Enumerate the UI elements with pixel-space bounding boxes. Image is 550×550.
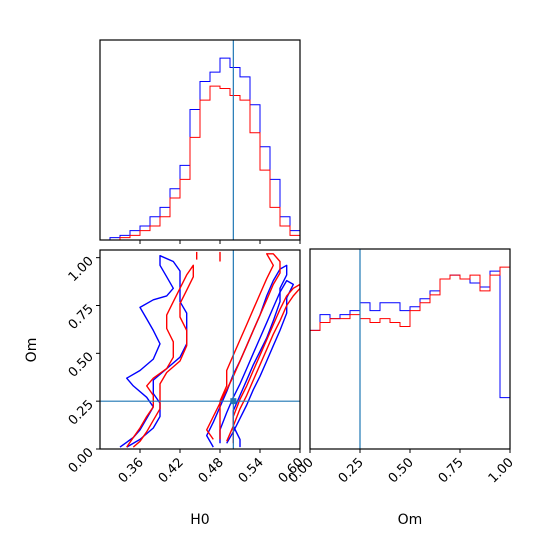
om-red-histogram-series — [310, 266, 510, 449]
h0-histogram-panel — [99, 39, 301, 244]
h0-om-contour-frame — [99, 249, 301, 450]
h0-red-histogram-series — [100, 85, 300, 240]
red-contour-line — [126, 264, 194, 448]
om-hist-x-tick-label: 0.75 — [436, 455, 467, 486]
om-hist-x-tick-label: 0.50 — [386, 455, 417, 486]
x-axis-label-om: Om — [398, 512, 423, 528]
om-blue-histogram-series — [310, 270, 510, 449]
h0-x-tick-label: 0.42 — [156, 455, 187, 486]
om-y-tick-label: 0.25 — [66, 397, 97, 428]
x-axis-label-h0: H0 — [190, 512, 209, 528]
om-y-tick-label: 0.75 — [66, 302, 97, 333]
om-hist-x-tick-label: 1.00 — [486, 455, 517, 486]
blue-contour-line — [119, 255, 188, 448]
om-hist-x-tick-label: 0.25 — [336, 455, 367, 486]
blue-contour-line — [219, 279, 294, 444]
y-axis-label-om: Om — [24, 338, 40, 363]
om-y-tick-label: 1.00 — [66, 254, 97, 285]
red-contour-line — [206, 253, 281, 440]
om-y-tick-label: 0.00 — [66, 445, 97, 476]
h0-x-tick-label: 0.54 — [236, 455, 267, 486]
h0-x-tick-label: 0.48 — [196, 455, 227, 486]
om-y-tick-label: 0.50 — [66, 350, 97, 381]
truth-point-marker — [230, 398, 237, 405]
om-histogram-frame — [309, 248, 511, 450]
h0-blue-histogram-series — [100, 57, 300, 240]
red-contour-line — [226, 283, 300, 444]
h0-x-tick-label: 0.36 — [116, 455, 147, 486]
h0-om-contour-panel: 0.36 0.42 0.48 0.54 0.600.000.250.500.751.00 — [66, 249, 307, 486]
om-histogram-panel: 0.00 0.25 0.50 0.75 1.00 — [286, 248, 517, 486]
h0-histogram-frame — [99, 39, 301, 241]
blue-contour-line — [206, 264, 288, 448]
